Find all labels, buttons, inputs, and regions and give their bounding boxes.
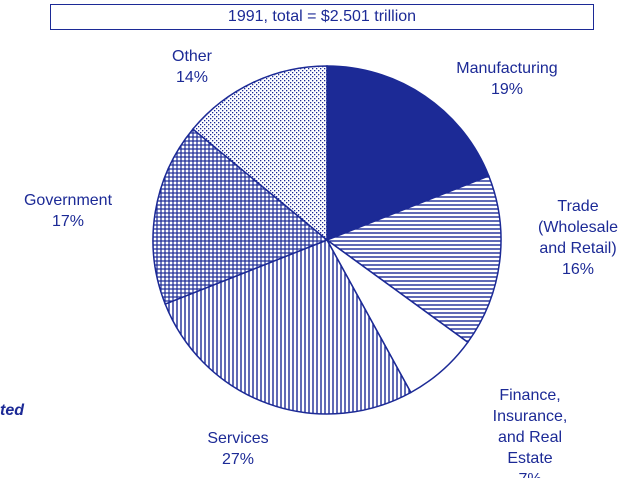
- pie-slice: [325, 174, 502, 344]
- slice-label: Trade (Wholesale and Retail) 16%: [538, 196, 618, 280]
- value-label: 19%: [490, 81, 524, 98]
- category-name: Services: [207, 430, 269, 447]
- value-label: 16%: [561, 261, 595, 278]
- slice-label: Government 17%: [24, 190, 112, 232]
- slice-label: Finance, Insurance, and Real Estate 7%: [478, 385, 583, 478]
- slice-label: Services 27%: [207, 428, 268, 470]
- category-name: Government: [23, 192, 113, 209]
- slice-label: Manufacturing 19%: [456, 58, 557, 100]
- chart-title: 1991, total = $2.501 trillion: [50, 4, 594, 30]
- category-name: Other: [171, 48, 213, 65]
- pie-slice: [164, 239, 412, 415]
- value-label: 14%: [175, 69, 209, 86]
- value-label: 27%: [221, 451, 255, 468]
- value-label: 7%: [478, 469, 583, 478]
- annotation: ted: [0, 402, 24, 419]
- category-name: Trade (Wholesale and Retail): [537, 198, 619, 257]
- slice-label: Other 14%: [172, 46, 212, 88]
- pie-slice: [152, 128, 329, 306]
- value-label: 17%: [51, 213, 85, 230]
- category-name: Manufacturing: [456, 60, 558, 77]
- pie-slice: [326, 65, 490, 242]
- pie-slice: [191, 65, 328, 242]
- category-name: Finance, Insurance, and Real Estate: [492, 387, 568, 467]
